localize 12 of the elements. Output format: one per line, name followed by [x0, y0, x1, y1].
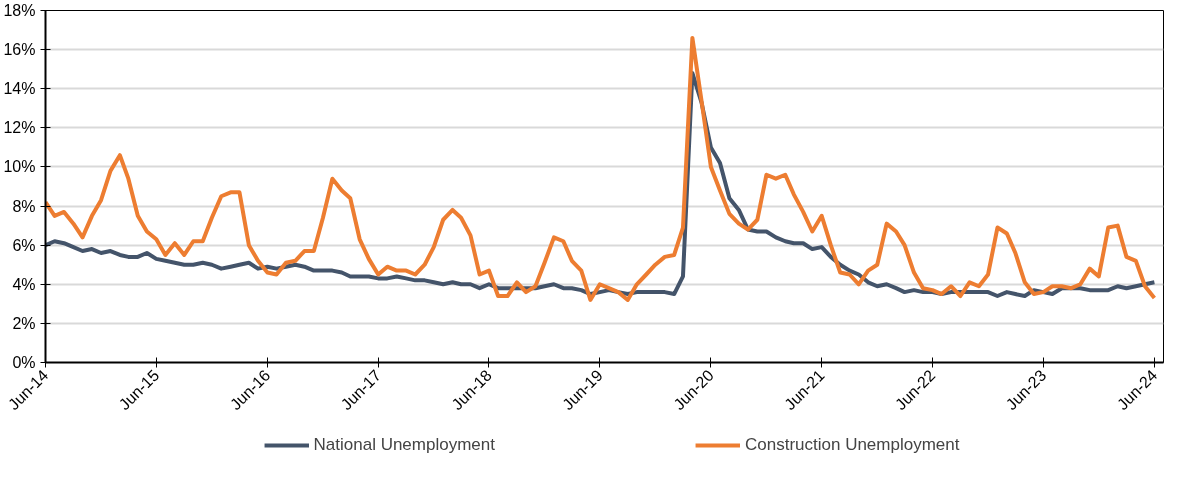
y-tick-label: 0%	[12, 354, 36, 371]
y-tick-label: 14%	[3, 80, 36, 98]
y-tick-label: 8%	[12, 197, 36, 215]
legend-label: Construction Unemployment	[744, 434, 960, 455]
y-tick-label: 12%	[3, 119, 36, 137]
y-tick-label: 2%	[12, 314, 36, 332]
y-tick-label: 6%	[12, 236, 36, 254]
y-tick-label: 10%	[3, 158, 36, 176]
y-tick-label: 18%	[3, 2, 36, 19]
y-tick-label: 4%	[12, 275, 36, 293]
legend-label: National Unemployment	[313, 434, 495, 455]
y-tick-label: 16%	[3, 41, 36, 59]
